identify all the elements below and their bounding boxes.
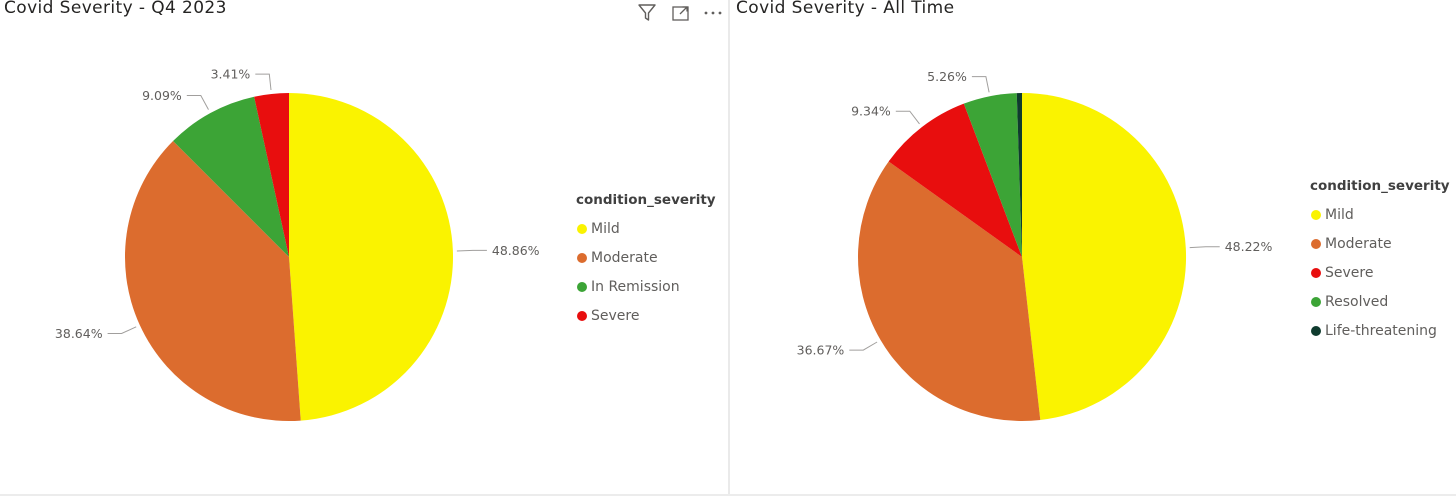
- right-legend-swatch-life-threatening: [1311, 325, 1321, 336]
- left-legend-label-mild: Mild: [591, 220, 620, 237]
- right-legend-label-mild: Mild: [1325, 206, 1354, 223]
- right-legend-swatch-moderate: [1311, 238, 1321, 249]
- left-legend-label-moderate: Moderate: [591, 249, 658, 266]
- filter-icon[interactable]: [636, 3, 658, 23]
- leader-line-resolved: [971, 76, 990, 93]
- data-label-mild: 48.22%: [1225, 239, 1273, 254]
- left-legend-item-in-remission[interactable]: In Remission: [576, 272, 716, 301]
- left-pie-chart: 48.86% 38.64% 9.09% 3.41%: [55, 67, 540, 422]
- panel-divider: [728, 0, 730, 496]
- left-legend-swatch-moderate: [577, 252, 587, 263]
- pie-slice-moderate[interactable]: [124, 141, 301, 422]
- data-label-in-remission: 9.09%: [142, 88, 182, 103]
- pie-slice-severe[interactable]: [254, 93, 289, 257]
- right-legend: condition_severity Mild Moderate Severe Res…: [1310, 178, 1450, 345]
- right-legend-title: condition_severity: [1310, 178, 1450, 194]
- pie-slice-life-threatening[interactable]: [1016, 92, 1022, 258]
- pie-slice-moderate[interactable]: [857, 161, 1041, 422]
- focus-mode-icon[interactable]: [670, 3, 692, 23]
- leader-line-moderate: [107, 326, 137, 334]
- left-legend-swatch-severe: [577, 310, 587, 321]
- leader-line-mild: [456, 249, 487, 252]
- right-legend-swatch-severe: [1311, 267, 1321, 278]
- right-legend-swatch-mild: [1311, 209, 1321, 220]
- left-legend-swatch-mild: [577, 223, 587, 234]
- leader-line-severe: [255, 73, 272, 91]
- left-legend-item-mild[interactable]: Mild: [576, 214, 716, 243]
- right-chart-title: Covid Severity - All Time: [736, 0, 955, 18]
- leader-line-severe: [895, 110, 920, 125]
- bottom-border: [0, 494, 1456, 496]
- right-legend-item-life-threatening[interactable]: Life-threatening: [1310, 316, 1450, 345]
- right-legend-label-severe: Severe: [1325, 264, 1374, 281]
- left-legend-items: Mild Moderate In Remission Severe: [576, 214, 716, 330]
- data-label-severe: 9.34%: [851, 104, 891, 119]
- left-visual: Covid Severity - Q4 2023 48.86% 38.64% 9.0…: [4, 0, 728, 422]
- left-legend-title: condition_severity: [576, 192, 716, 208]
- data-label-severe: 3.41%: [211, 67, 251, 82]
- leader-line-moderate: [849, 341, 878, 351]
- left-legend-item-severe[interactable]: Severe: [576, 301, 716, 330]
- data-label-moderate: 38.64%: [55, 326, 103, 341]
- leader-line-mild: [1189, 246, 1220, 249]
- right-legend-items: Mild Moderate Severe Resolved Life-threateni…: [1310, 200, 1450, 345]
- left-chart-title: Covid Severity - Q4 2023: [4, 0, 227, 18]
- right-legend-label-life-threatening: Life-threatening: [1325, 322, 1437, 339]
- left-legend-item-moderate[interactable]: Moderate: [576, 243, 716, 272]
- left-legend-label-severe: Severe: [591, 307, 640, 324]
- pie-slice-mild[interactable]: [1022, 92, 1187, 420]
- right-visual: Covid Severity - All Time 48.22% 36.67% 9.…: [730, 0, 1456, 496]
- data-label-resolved: 5.26%: [927, 69, 967, 84]
- left-legend-swatch-in-remission: [577, 281, 587, 292]
- data-label-moderate: 36.67%: [797, 343, 845, 358]
- right-legend-item-resolved[interactable]: Resolved: [1310, 287, 1450, 316]
- data-label-mild: 48.86%: [492, 243, 540, 258]
- left-legend: condition_severity Mild Moderate In Remiss…: [576, 192, 716, 330]
- leader-line-in-remission: [186, 95, 209, 110]
- pie-slice-mild[interactable]: [289, 93, 454, 421]
- pie-slice-in-remission[interactable]: [173, 96, 289, 257]
- right-legend-label-moderate: Moderate: [1325, 235, 1392, 252]
- pie-slice-resolved[interactable]: [963, 93, 1022, 257]
- right-legend-swatch-resolved: [1311, 296, 1321, 307]
- pie-slice-severe[interactable]: [888, 103, 1022, 257]
- visual-header-toolbar: [636, 3, 728, 23]
- right-legend-item-severe[interactable]: Severe: [1310, 258, 1450, 287]
- right-legend-item-moderate[interactable]: Moderate: [1310, 229, 1450, 258]
- more-options-icon[interactable]: [702, 3, 724, 23]
- right-pie-chart: 48.22% 36.67% 9.34% 5.26%: [797, 69, 1273, 422]
- right-legend-item-mild[interactable]: Mild: [1310, 200, 1450, 229]
- right-legend-label-resolved: Resolved: [1325, 293, 1389, 310]
- left-legend-label-in-remission: In Remission: [591, 278, 680, 295]
